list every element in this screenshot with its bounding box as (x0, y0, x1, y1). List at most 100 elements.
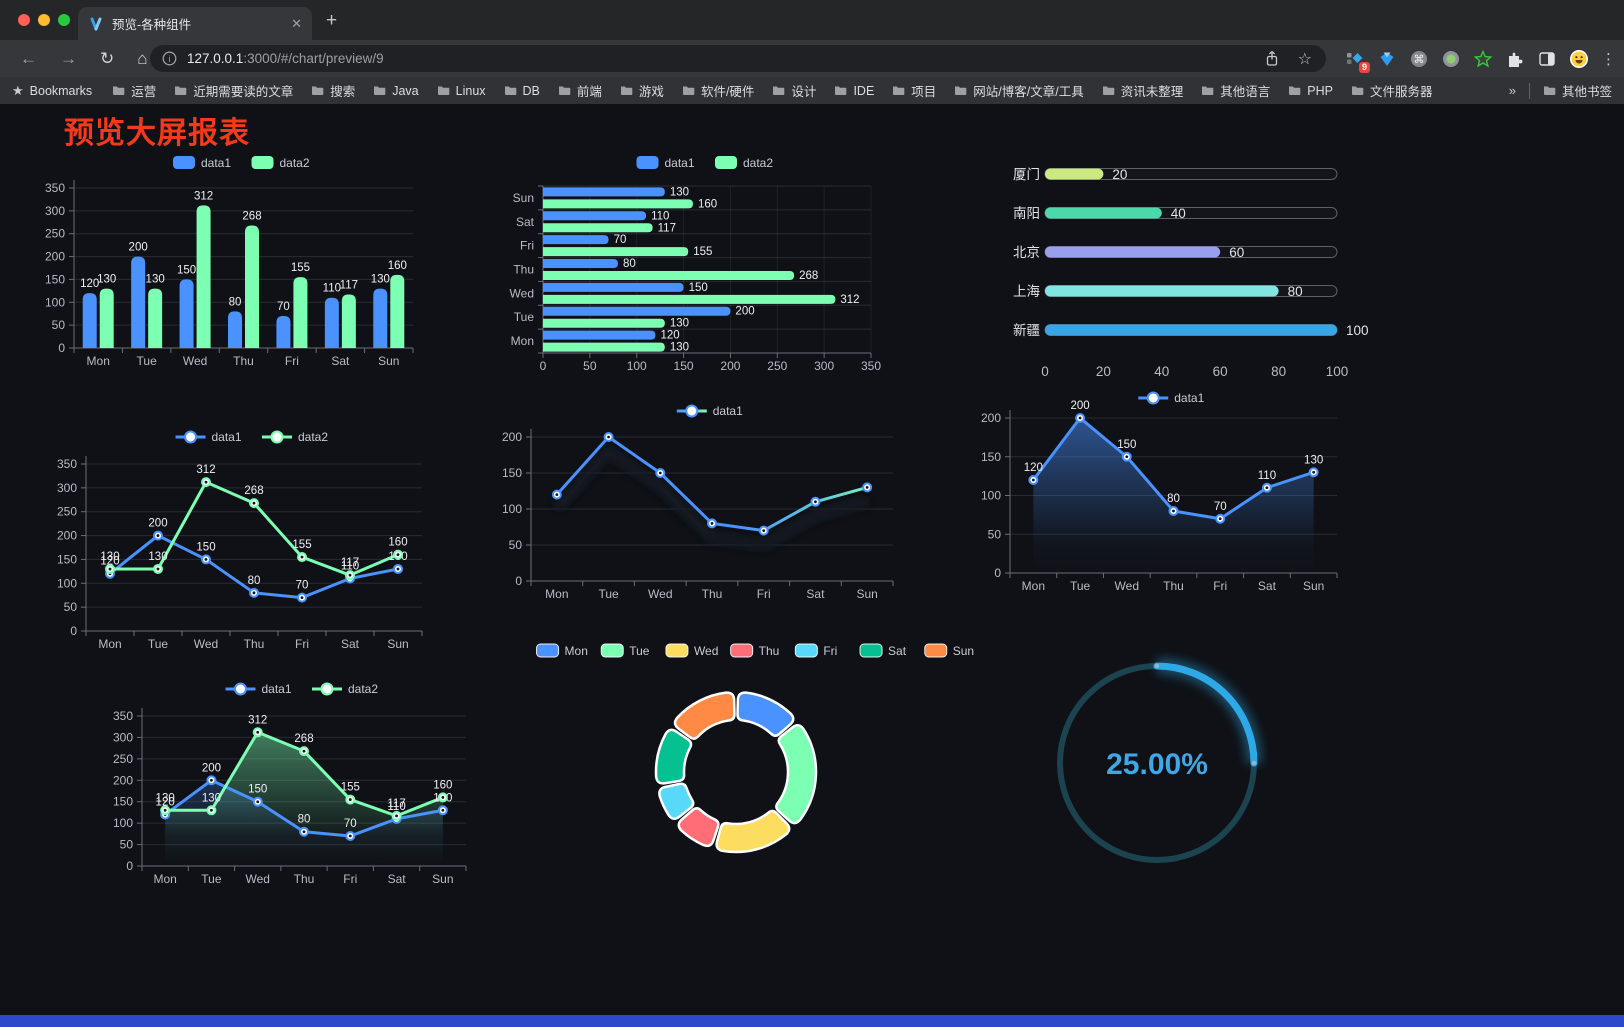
gauge-chart-canvas[interactable]: 25.00% (1038, 638, 1278, 878)
bookmarks-root[interactable]: ★ Bookmarks (12, 83, 92, 99)
svg-text:268: 268 (799, 270, 818, 282)
sidebar-toggle-icon[interactable] (1537, 49, 1557, 69)
bookmark-folder[interactable]: 前端 (558, 81, 602, 100)
bookmark-folder-label: 前端 (576, 85, 602, 99)
bookmark-folder[interactable]: 文件服务器 (1351, 81, 1433, 100)
svg-text:200: 200 (981, 411, 1001, 425)
svg-text:i: i (169, 54, 171, 64)
svg-text:150: 150 (57, 552, 77, 566)
svg-text:0: 0 (515, 574, 522, 588)
bookmark-folder[interactable]: 软件/硬件 (682, 81, 754, 100)
tab-close-icon[interactable]: ✕ (291, 15, 302, 31)
browser-menu-icon[interactable]: ⋮ (1601, 50, 1616, 68)
bookmark-folder-label: DB (522, 83, 540, 98)
donut-pie-chart-canvas[interactable]: Mon Tue Wed Thu Fri Sat Sun (536, 632, 974, 884)
folder-icon (955, 86, 967, 95)
svg-text:350: 350 (861, 359, 881, 373)
horizontal-bar-chart-canvas[interactable]: data1 data2 0 50 100 150 200 250 300 350 Sun Sat Fri… (503, 150, 905, 373)
svg-text:150: 150 (196, 541, 215, 553)
folder-icon (1289, 86, 1301, 95)
svg-text:上海: 上海 (1013, 284, 1040, 299)
bookmark-folder[interactable]: 搜索 (311, 81, 355, 100)
bookmark-folder[interactable]: 运营 (112, 81, 156, 100)
other-bookmarks-folder[interactable]: 其他书签 (1543, 81, 1612, 100)
bookmark-folder[interactable]: 其他语言 (1201, 81, 1270, 100)
command-circle-extension-icon[interactable]: ⌘ (1409, 49, 1429, 69)
green-dot-circle-extension-icon[interactable] (1441, 49, 1461, 69)
bookmark-folder[interactable]: DB (504, 81, 540, 100)
svg-text:Fri: Fri (520, 239, 534, 253)
bookmark-folder[interactable]: 设计 (772, 81, 816, 100)
bookmark-folder[interactable]: PHP (1288, 81, 1333, 100)
emoji-profile-icon[interactable] (1569, 49, 1589, 69)
svg-text:200: 200 (720, 359, 740, 373)
svg-text:80: 80 (229, 296, 242, 308)
bookmark-star-icon[interactable]: ☆ (1297, 50, 1312, 68)
svg-text:data1: data1 (1174, 391, 1204, 405)
bookmark-folder-label: 文件服务器 (1369, 85, 1433, 99)
gem-extension-icon[interactable] (1377, 49, 1397, 69)
bookmark-folder[interactable]: 近期需要读的文章 (174, 81, 293, 100)
two-series-area-chart-canvas[interactable]: data1 data2 0 50 100 150 200 250 300 350 Mon Tue Wed… (96, 668, 520, 890)
svg-text:312: 312 (196, 464, 215, 476)
svg-text:Wed: Wed (183, 354, 207, 368)
extension-grid-diamond-icon[interactable]: 9 (1345, 49, 1370, 73)
minimize-window-button[interactable] (38, 14, 50, 26)
grouped-bar-chart-canvas[interactable]: data1 data2 0 50 100 150 200 250 300 350 Mon Tue Wed… (40, 150, 460, 368)
page-title: 预览大屏报表 (64, 117, 250, 150)
progress-bar-list-chart: 厦门 20 南阳 40 北京 60 上海 80 新疆 100 0 20 40 60 80 100 (982, 152, 1369, 392)
horizontal-bar-chart: data1 data2 0 50 100 150 200 250 300 350 Sun Sat Fri… (503, 150, 905, 373)
folder-icon (620, 86, 633, 95)
legend-item: data2 (262, 430, 328, 444)
forward-icon[interactable]: → (60, 48, 77, 68)
bookmark-folder[interactable]: 网站/博客/文章/工具 (954, 81, 1084, 100)
svg-text:Sat: Sat (331, 354, 350, 368)
legend-item: data2 (312, 682, 378, 696)
svg-text:Sun: Sun (378, 354, 399, 368)
bookmark-folder-label: 网站/博客/文章/工具 (973, 85, 1084, 99)
svg-text:110: 110 (323, 283, 341, 295)
svg-text:250: 250 (767, 359, 787, 373)
bookmark-folder[interactable]: IDE (834, 81, 874, 100)
address-bar[interactable]: i 127.0.0.1:3000/#/chart/preview/9 ☆ (150, 45, 1326, 72)
close-window-button[interactable] (18, 14, 30, 26)
svg-text:50: 50 (509, 538, 523, 552)
grouped-bar-chart: data1 data2 0 50 100 150 200 250 300 350 Mon Tue Wed… (40, 150, 460, 368)
legend-item: Thu (730, 643, 779, 658)
progress-bar-list-canvas[interactable]: 厦门 20 南阳 40 北京 60 上海 80 新疆 100 0 20 40 60 80 100 (982, 152, 1369, 392)
svg-text:Sun: Sun (513, 191, 534, 205)
zoom-window-button[interactable] (58, 14, 70, 26)
svg-text:Tue: Tue (201, 872, 222, 886)
browser-tab[interactable]: 预览-各种组件 ✕ (78, 7, 312, 40)
green-star-extension-icon[interactable] (1473, 49, 1493, 69)
back-icon[interactable]: ← (20, 48, 37, 68)
folder-icon (773, 86, 785, 95)
new-tab-button[interactable]: + (326, 10, 338, 31)
url-text[interactable]: 127.0.0.1:3000/#/chart/preview/9 (187, 51, 384, 66)
two-series-line-chart-canvas[interactable]: data1 data2 0 50 100 150 200 250 300 350 Mon Tue Wed… (38, 418, 460, 658)
puzzle-extensions-icon[interactable] (1505, 49, 1525, 69)
bookmark-folder[interactable]: 项目 (892, 81, 936, 100)
bookmark-folder[interactable]: 资讯未整理 (1102, 81, 1183, 100)
svg-text:150: 150 (113, 795, 133, 809)
svg-text:Sat: Sat (1258, 579, 1277, 593)
folder-icon (374, 86, 386, 95)
svg-text:130: 130 (670, 342, 689, 354)
svg-text:Sun: Sun (387, 637, 408, 651)
svg-text:Mon: Mon (511, 334, 534, 348)
reload-icon[interactable]: ↻ (100, 48, 115, 68)
bookmarks-overflow-chevron[interactable]: » (1508, 83, 1516, 98)
svg-text:268: 268 (244, 485, 263, 497)
bookmark-folder[interactable]: Linux (437, 81, 486, 100)
share-icon[interactable] (1264, 50, 1280, 67)
site-info-icon[interactable]: i (162, 51, 177, 66)
gradient-line-chart-canvas[interactable]: data1 0 50 100 150 200 Mon Tue Wed Thu Fri Sat Sun (497, 394, 907, 612)
bookmark-folder[interactable]: 游戏 (620, 81, 664, 100)
svg-text:data1: data1 (713, 404, 743, 418)
bookmark-folder[interactable]: Java (373, 81, 419, 100)
svg-text:120: 120 (1024, 462, 1043, 474)
area-line-chart-canvas[interactable]: data1 0 50 100 150 200 Mon Tue Wed Thu Fri Sat Sun 12… (958, 388, 1356, 606)
home-icon[interactable]: ⌂ (137, 48, 148, 68)
svg-text:200: 200 (113, 773, 133, 787)
svg-text:0: 0 (540, 359, 547, 373)
